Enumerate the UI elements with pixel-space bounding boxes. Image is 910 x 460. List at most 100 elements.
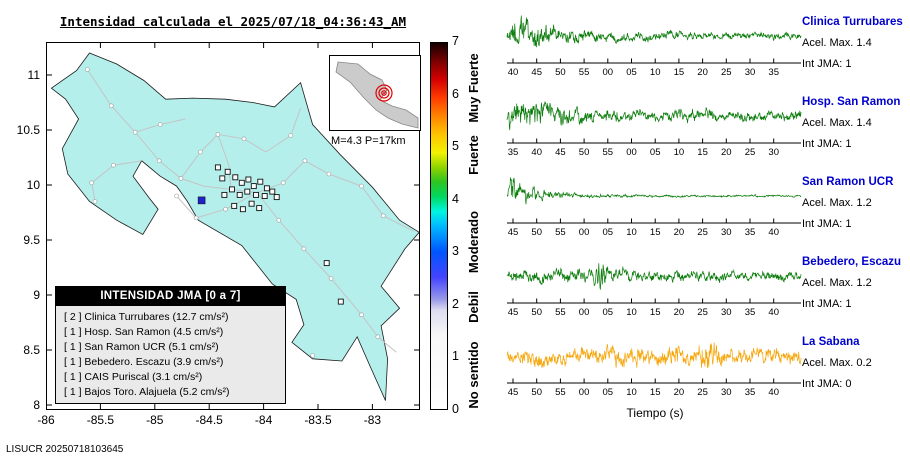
- epicenter-inset-map: [329, 55, 421, 131]
- road-line: [91, 160, 142, 202]
- station-info-block: Hosp. San Ramon Acel. Max. 1.4 Int JMA: 1: [802, 92, 908, 155]
- time-tick-label: 15: [650, 227, 661, 238]
- time-tick-label: 05: [626, 67, 637, 78]
- time-tick-label: 15: [650, 387, 661, 398]
- time-tick-label: 10: [626, 307, 637, 318]
- intensity-station-square: [214, 164, 221, 171]
- town-dot: [111, 162, 116, 168]
- time-tick-label: 25: [697, 307, 708, 318]
- station-acel-max: Acel. Max. 0.2: [802, 357, 872, 369]
- costa-rica-intensity-map: [46, 42, 420, 410]
- town-dot: [156, 158, 162, 164]
- town-dot: [328, 276, 334, 281]
- time-tick-label: 05: [603, 307, 614, 318]
- time-tick-label: 30: [721, 387, 732, 398]
- time-tick-label: 55: [555, 307, 566, 318]
- legend-item: [ 1 ] Hosp. San Ramon (4.5 cm/s²): [64, 325, 224, 338]
- intensity-station-square: [244, 188, 251, 195]
- waveform-trace: [506, 177, 802, 205]
- map-layers: [50, 52, 420, 401]
- legend-item: [ 2 ] Clinica Turrubares (12.7 cm/s²): [64, 310, 229, 323]
- time-tick-label: 40: [768, 227, 779, 238]
- time-tick-label: 10: [626, 227, 637, 238]
- colorbar-tick-label: 0: [452, 402, 459, 416]
- time-tick-label: 20: [674, 307, 685, 318]
- intensity-station-square: [257, 178, 264, 185]
- legend-item: [ 1 ] San Ramon UCR (5.1 cm/s²): [64, 340, 219, 353]
- map-x-tick-label: -83.5: [304, 413, 332, 427]
- intensity-colorbar: [430, 42, 448, 410]
- intensity-station-square: [250, 183, 257, 190]
- road-line: [86, 69, 258, 194]
- map-frame: [46, 42, 420, 410]
- road-line: [176, 192, 258, 219]
- town-dot: [215, 132, 221, 137]
- map-y-tick-label: 10: [26, 178, 40, 192]
- legend-title: INTENSIDAD JMA [0 a 7]: [56, 287, 285, 306]
- time-tick-label: 35: [745, 387, 756, 398]
- map-y-tick-label: 10.5: [16, 123, 40, 137]
- intensity-station-square: [245, 176, 252, 183]
- road-line: [217, 134, 232, 190]
- colorbar-category-label: No sentido: [466, 341, 481, 409]
- time-tick-label: 15: [697, 147, 708, 158]
- intensity-station-square: [229, 186, 235, 193]
- map-y-tick-label: 8: [33, 398, 40, 412]
- town-dot: [84, 67, 90, 72]
- intensity-station-square: [261, 193, 268, 199]
- waveform-trace: [506, 342, 802, 369]
- time-tick-label: 05: [603, 387, 614, 398]
- time-tick-label: 40: [531, 147, 542, 158]
- waveform-trace: [506, 101, 802, 131]
- station-name: Hosp. San Ramon: [802, 96, 901, 108]
- time-tick-label: 45: [508, 307, 519, 318]
- town-dot: [375, 334, 381, 340]
- town-dot: [109, 103, 114, 109]
- waveform-trace: [506, 263, 802, 290]
- epicenter-target-icon: [375, 84, 393, 102]
- time-tick-label: 30: [745, 67, 756, 78]
- map-x-tick-label: -85.5: [86, 413, 115, 427]
- time-tick-label: 25: [697, 387, 708, 398]
- colorbar-tick-label: 5: [452, 139, 459, 154]
- town-dot: [178, 176, 184, 181]
- map-x-tick-label: -85: [146, 413, 164, 427]
- town-dot: [326, 171, 332, 177]
- intensity-station-square: [224, 168, 231, 175]
- time-tick-label: 30: [721, 227, 732, 238]
- legend-item: [ 1 ] Bajos Toro. Alajuela (5.2 cm/s²): [64, 385, 230, 398]
- inset-map-svg: [335, 61, 419, 129]
- town-dot: [193, 215, 199, 221]
- time-tick-label: 15: [650, 307, 661, 318]
- time-tick-label: 00: [603, 67, 614, 78]
- town-dot: [288, 133, 294, 138]
- station-info-block: Bebedero, Escazu Acel. Max. 1.2 Int JMA: 1: [802, 252, 908, 315]
- time-tick-label: 55: [555, 387, 566, 398]
- seismogram-panel: 45 50 55 00 05 10 15 20 25 30 35 40: [506, 177, 802, 238]
- intensity-station-square: [256, 205, 263, 212]
- time-tick-label: 00: [626, 147, 637, 158]
- time-tick-label: 35: [745, 227, 756, 238]
- town-dot: [157, 122, 163, 127]
- time-tick-label: 00: [579, 387, 590, 398]
- time-tick-label: 10: [626, 387, 637, 398]
- legend-item: [ 1 ] Bebedero. Escazu (3.9 cm/s²): [64, 355, 224, 368]
- town-dot: [359, 183, 364, 189]
- town-dot: [276, 217, 282, 223]
- town-dot: [301, 246, 307, 252]
- footer-id-label: LISUCR 20250718103645: [6, 444, 124, 455]
- station-int-jma: Int JMA: 1: [802, 138, 852, 150]
- time-tick-label: 25: [697, 227, 708, 238]
- time-tick-label: 10: [674, 147, 685, 158]
- colorbar-category-label: Debil: [466, 291, 481, 324]
- time-tick-label: 10: [650, 67, 661, 78]
- station-int-jma: Int JMA: 1: [802, 218, 852, 230]
- time-tick-label: 50: [531, 227, 542, 238]
- time-tick-label: 20: [721, 147, 732, 158]
- station-info-block: San Ramon UCR Acel. Max. 1.2 Int JMA: 1: [802, 172, 908, 235]
- time-tick-label: 45: [508, 227, 519, 238]
- intensity-station-square: [269, 188, 276, 195]
- time-tick-label: 55: [555, 227, 566, 238]
- colorbar-category-label: Muy Fuerte: [466, 53, 481, 123]
